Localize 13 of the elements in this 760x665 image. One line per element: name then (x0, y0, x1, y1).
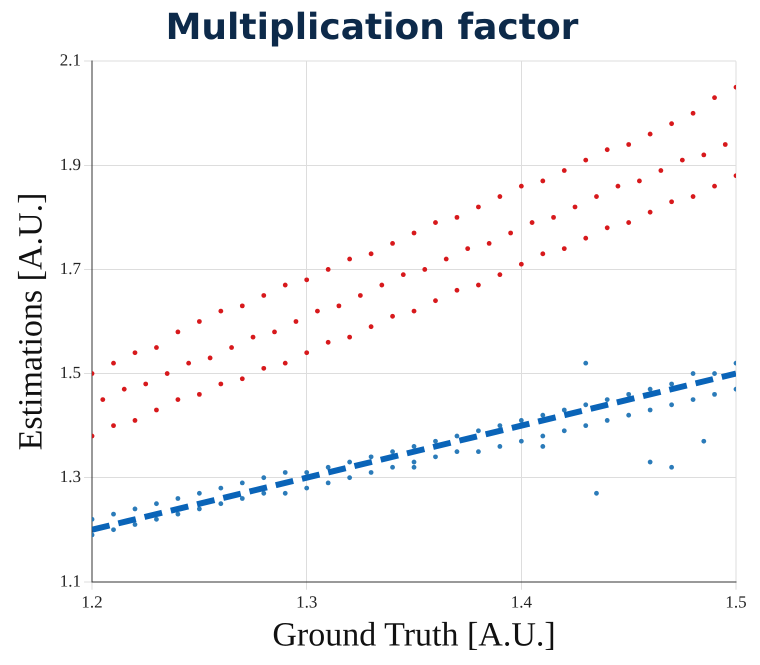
y-tick-label: 1.5 (60, 363, 82, 382)
y-tick-label: 1.7 (60, 258, 82, 278)
y-axis-title: Estimations [A.U.] (12, 192, 50, 450)
x-tick-label: 1.4 (510, 592, 532, 612)
y-tick-label: 2.1 (60, 50, 82, 70)
x-tick-label: 1.5 (725, 592, 747, 612)
y-tick-label: 1.1 (60, 571, 82, 590)
x-tick-label: 1.2 (81, 592, 103, 612)
y-tick-label: 1.9 (60, 154, 82, 174)
x-tick-label: 1.3 (296, 592, 318, 612)
y-tick-label: 1.3 (60, 467, 82, 486)
x-axis-title: Ground Truth [A.U.] (272, 616, 556, 654)
chart-title: Multiplication factor (166, 6, 579, 48)
